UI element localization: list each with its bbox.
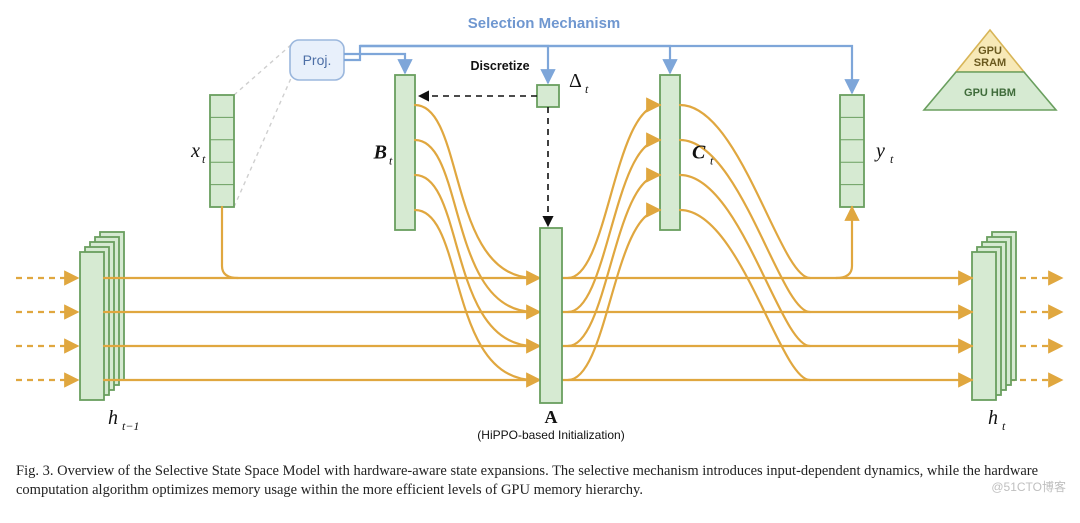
label-h-prev: h t−1 <box>108 407 139 433</box>
label-selection: Selection Mechanism <box>468 15 621 32</box>
svg-text:t: t <box>389 154 393 168</box>
watermark: @51CTO博客 <box>991 478 1066 495</box>
svg-text:h: h <box>108 407 118 429</box>
label-A: A <box>545 407 558 427</box>
label-xt: xt <box>190 140 206 166</box>
svg-text:t: t <box>585 82 589 96</box>
flow-orange <box>568 175 660 346</box>
figure-caption: Fig. 3. Overview of the Selective State … <box>16 462 1052 500</box>
flow-orange <box>836 207 852 278</box>
svg-text:t: t <box>1002 419 1006 433</box>
flow-orange <box>415 140 534 312</box>
label-A-sub: (HiPPO-based Initialization) <box>477 428 624 442</box>
A-box <box>540 228 562 403</box>
label-Bt: Bt <box>373 142 393 168</box>
svg-text:y: y <box>874 140 885 162</box>
svg-text:Δ: Δ <box>569 70 582 92</box>
h-next-box <box>972 252 996 400</box>
svg-text:x: x <box>190 140 200 162</box>
diagram: Proj.Selection MechanismDiscretizeΔtxtBt… <box>0 0 1080 523</box>
flow-orange <box>680 140 810 312</box>
svg-text:t−1: t−1 <box>122 419 139 433</box>
svg-text:GPU HBM: GPU HBM <box>964 87 1016 99</box>
svg-text:C: C <box>692 142 706 164</box>
svg-text:t: t <box>202 152 206 166</box>
svg-text:GPU: GPU <box>978 45 1002 57</box>
delta-box <box>537 85 559 107</box>
flow-orange <box>568 210 660 380</box>
xt-box <box>210 95 234 207</box>
svg-text:B: B <box>373 142 387 164</box>
flow-orange <box>415 105 534 278</box>
Ct-box <box>660 75 680 230</box>
svg-text:h: h <box>988 407 998 429</box>
label-yt: yt <box>874 140 894 166</box>
flow-blue <box>360 46 852 93</box>
flow-blue <box>344 54 405 73</box>
label-delta: Δt <box>569 70 589 96</box>
label-discretize: Discretize <box>470 59 529 73</box>
yt-box <box>840 95 864 207</box>
flow-orange <box>680 105 810 278</box>
svg-text:t: t <box>890 152 894 166</box>
svg-text:t: t <box>710 154 714 168</box>
svg-text:SRAM: SRAM <box>974 57 1006 69</box>
flow-orange <box>222 207 238 278</box>
h-prev-box <box>80 252 104 400</box>
svg-text:Proj.: Proj. <box>303 52 332 68</box>
Bt-box <box>395 75 415 230</box>
flow-orange <box>415 175 534 346</box>
label-h-next: ht <box>988 407 1006 433</box>
flow-orange <box>415 210 534 380</box>
label-Ct: Ct <box>692 142 714 168</box>
